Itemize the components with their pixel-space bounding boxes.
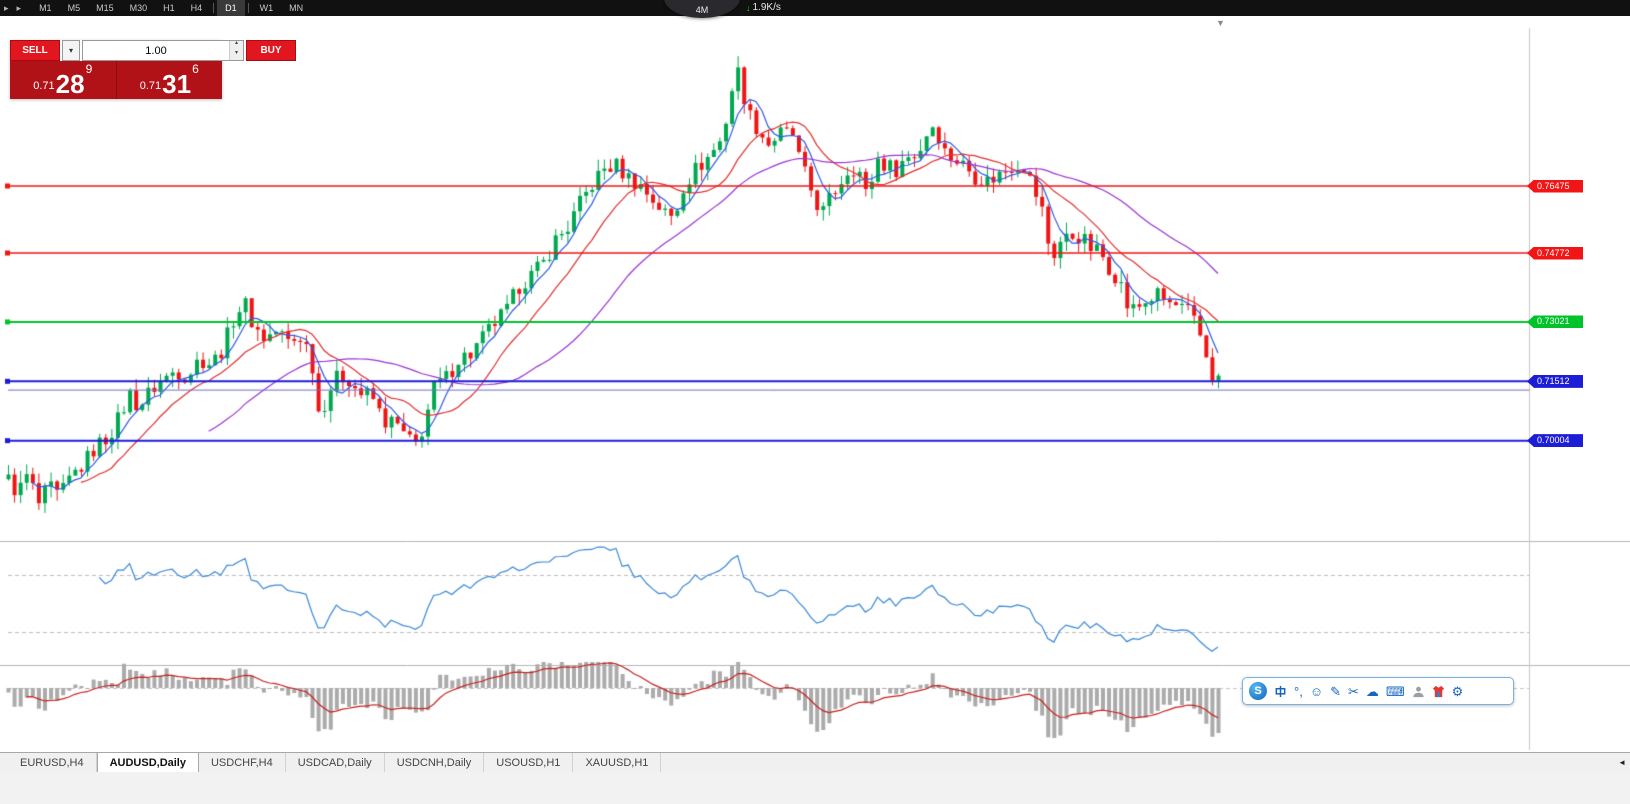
network-speed: ↓ 1.9K/s xyxy=(746,2,781,13)
timeframe-d1-button[interactable]: D1 xyxy=(217,0,245,16)
tab-eurusd-h4[interactable]: EURUSD,H4 xyxy=(8,753,97,772)
timeframe-toolbar: ▸ ▸ M1 M5 M15 M30 H1 H4 D1 W1 MN xyxy=(0,0,1630,16)
menu-icon[interactable]: ▸ xyxy=(4,2,9,13)
chart-tab-bar: EURUSD,H4 AUDUSD,Daily USDCHF,H4 USDCAD,… xyxy=(0,752,1630,772)
timeframe-group: M1 M5 M15 M30 H1 H4 D1 W1 MN xyxy=(31,0,311,16)
timeframe-h1-button[interactable]: H1 xyxy=(155,0,183,16)
tab-usdcnh-daily[interactable]: USDCNH,Daily xyxy=(385,753,485,772)
tab-usdchf-h4[interactable]: USDCHF,H4 xyxy=(199,753,286,772)
screenshot-icon[interactable]: ✂ xyxy=(1348,683,1359,699)
one-click-trade-panel: SELL ▾ ▴ ▾ BUY 0.71 28 9 0.71 31 6 xyxy=(10,40,297,99)
timeframe-m5-button[interactable]: M5 xyxy=(60,0,89,16)
volume-box: ▴ ▾ xyxy=(82,40,245,61)
chinese-mode-icon[interactable] xyxy=(1274,685,1287,698)
volume-up-icon[interactable]: ▴ xyxy=(230,40,244,51)
timeframe-m30-button[interactable]: M30 xyxy=(122,0,156,16)
skin-icon[interactable] xyxy=(1432,685,1445,698)
volume-down-icon[interactable]: ▾ xyxy=(230,50,244,60)
ask-price-prefix: 0.71 xyxy=(139,80,162,92)
ask-price-pip: 6 xyxy=(192,62,199,76)
quote-prices-row: 0.71 28 9 0.71 31 6 xyxy=(10,61,222,99)
timeframe-m1-button[interactable]: M1 xyxy=(31,0,60,16)
settings-icon[interactable]: ⚙ xyxy=(1451,683,1464,699)
bid-price: 0.71 28 9 xyxy=(10,61,117,99)
status-bar xyxy=(0,772,1630,804)
buy-button[interactable]: BUY xyxy=(246,40,297,61)
price-label: 0.71512 xyxy=(1527,374,1583,388)
sell-button[interactable]: SELL xyxy=(10,40,60,61)
speed-ball-overlay[interactable]: 4M xyxy=(664,0,740,18)
price-label: 0.70004 xyxy=(1527,434,1583,448)
emoji-icon[interactable]: ☺ xyxy=(1309,683,1324,699)
ask-price: 0.71 31 6 xyxy=(116,61,222,99)
cursor-tool-icon[interactable]: ▸ xyxy=(16,2,22,13)
account-icon[interactable] xyxy=(1412,685,1425,698)
ask-price-big: 31 xyxy=(162,69,192,99)
bid-price-prefix: 0.71 xyxy=(33,80,55,92)
ime-toolbar: S °, ☺ ✎ ✂ ☁ ⌨ ⚙ xyxy=(1242,677,1514,705)
chart-canvas[interactable] xyxy=(0,16,1630,752)
virtual-keyboard-icon[interactable]: ⌨ xyxy=(1385,683,1405,699)
price-label: 0.74772 xyxy=(1527,246,1583,260)
timeframe-mn-button[interactable]: MN xyxy=(281,0,311,16)
separator xyxy=(213,3,215,13)
bid-price-pip: 9 xyxy=(85,62,93,76)
trade-controls-row: SELL ▾ ▴ ▾ BUY xyxy=(10,40,297,61)
tab-xauusd-h1[interactable]: XAUUSD,H1 xyxy=(573,753,662,772)
cloud-input-icon[interactable]: ☁ xyxy=(1365,683,1379,699)
tab-usdcad-daily[interactable]: USDCAD,Daily xyxy=(286,753,385,772)
separator xyxy=(247,3,249,13)
price-label: 0.73021 xyxy=(1527,315,1583,329)
volume-stepper: ▴ ▾ xyxy=(229,40,244,60)
handwriting-icon[interactable]: ✎ xyxy=(1330,683,1341,699)
price-label: 0.76475 xyxy=(1527,179,1583,193)
network-speed-value: 1.9K/s xyxy=(752,2,781,13)
punctuation-icon[interactable]: °, xyxy=(1294,683,1303,699)
download-arrow-icon: ↓ xyxy=(746,2,751,13)
chart-shift-marker[interactable]: ▼ xyxy=(1216,18,1225,28)
timeframe-h4-button[interactable]: H4 xyxy=(183,0,211,16)
timeframe-m15-button[interactable]: M15 xyxy=(88,0,122,16)
tab-usousd-h1[interactable]: USOUSD,H1 xyxy=(484,753,574,772)
volume-dropdown-button[interactable]: ▾ xyxy=(62,40,81,61)
timeframe-w1-button[interactable]: W1 xyxy=(252,0,282,16)
tab-audusd-daily[interactable]: AUDUSD,Daily xyxy=(96,753,199,772)
bid-price-big: 28 xyxy=(55,69,85,99)
tab-scroll-left-icon[interactable]: ◄ xyxy=(1618,757,1626,767)
volume-input[interactable] xyxy=(83,41,230,60)
speed-badge: 4M xyxy=(695,5,709,15)
ime-logo-icon[interactable]: S xyxy=(1249,682,1267,700)
